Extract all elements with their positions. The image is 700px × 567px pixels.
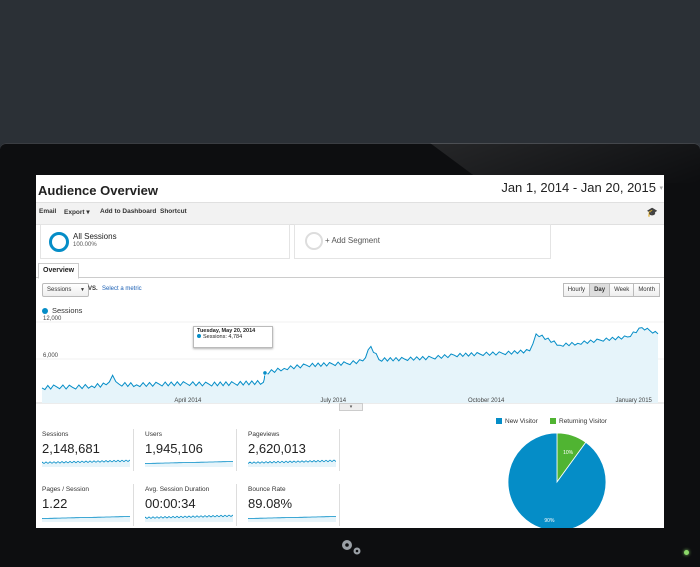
pie-legend-new: New Visitor: [496, 418, 538, 425]
shortcut-button[interactable]: Shortcut: [160, 208, 187, 215]
tab-bar: Overview: [36, 263, 664, 279]
metric-label: Users: [145, 431, 162, 438]
metric-label: Pageviews: [248, 431, 280, 438]
sparkline: [145, 461, 233, 467]
metric-value: 1,945,106: [145, 441, 203, 456]
hover-point: [262, 370, 268, 376]
sparkline-area: [145, 515, 233, 522]
period-month-button[interactable]: Month: [633, 283, 660, 297]
metric-label: Sessions: [42, 431, 69, 438]
legend-swatch: [496, 418, 502, 424]
metric-dropdown-value: Sessions: [47, 287, 72, 293]
empty-ring-icon: [305, 232, 323, 250]
add-segment-label: + Add Segment: [325, 236, 380, 245]
sparkline-area: [248, 516, 336, 522]
email-button[interactable]: Email: [39, 208, 57, 215]
metric-value: 00:00:34: [145, 496, 196, 511]
metric-value: 89.08%: [248, 496, 293, 511]
sparkline-line: [42, 516, 130, 519]
sparkline: [248, 459, 336, 467]
metric-tile-users[interactable]: Users 1,945,106: [143, 429, 237, 471]
metric-value: 2,620,013: [248, 441, 306, 456]
sessions-area: [42, 327, 658, 403]
sparkline: [42, 459, 130, 467]
metric-tile-avg-session-duration[interactable]: Avg. Session Duration 00:00:34: [143, 484, 237, 526]
period-toggle: Hourly Day Week Month: [562, 283, 660, 297]
segment-percent: 100.00%: [73, 242, 97, 248]
export-button[interactable]: Export ▾: [64, 209, 90, 216]
sessions-chart[interactable]: 12,000 6,000 April 2014 July 2014 October …: [36, 315, 664, 405]
select-metric-link[interactable]: Select a metric: [102, 286, 142, 292]
metric-label: Avg. Session Duration: [145, 486, 210, 493]
gear-icon: [342, 540, 361, 555]
chevron-down-icon: ▼: [80, 287, 85, 293]
add-to-dashboard-button[interactable]: Add to Dashboard: [100, 208, 157, 215]
date-range-picker[interactable]: Jan 1, 2014 - Jan 20, 2015: [501, 180, 656, 195]
tooltip-dot: [197, 334, 201, 338]
tooltip-value-row: Sessions: 4,784: [197, 334, 269, 340]
pie-slice-new-visitor: [507, 432, 607, 528]
sparkline-area: [145, 461, 233, 467]
metric-tile-pageviews[interactable]: Pageviews 2,620,013: [246, 429, 340, 471]
series-legend-dot: [42, 308, 48, 314]
period-hourly-button[interactable]: Hourly: [562, 283, 591, 297]
vs-label: VS.: [88, 286, 98, 292]
period-day-button[interactable]: Day: [589, 283, 611, 297]
sparkline-line: [248, 516, 336, 519]
sparkline-line: [248, 459, 336, 464]
add-segment-button[interactable]: + Add Segment: [294, 224, 551, 259]
sparkline-line: [145, 514, 233, 520]
report-toolbar: Email Export ▾ Add to Dashboard Shortcut…: [36, 202, 664, 225]
visitor-pie-chart[interactable]: 10% 90%: [502, 432, 612, 528]
page-title: Audience Overview: [38, 183, 158, 198]
legend-label: Returning Visitor: [559, 418, 607, 425]
tab-overview[interactable]: Overview: [38, 263, 80, 279]
metric-value: 2,148,681: [42, 441, 100, 456]
sparkline: [248, 516, 336, 522]
chart-tooltip: Tuesday, May 20, 2014 Sessions: 4,784: [193, 326, 273, 348]
x-tick-label: April 2014: [174, 398, 202, 404]
metric-label: Bounce Rate: [248, 486, 286, 493]
sparkline-area: [42, 460, 130, 467]
legend-label: New Visitor: [505, 418, 538, 425]
metric-tile-pages-per-session[interactable]: Pages / Session 1.22: [40, 484, 134, 526]
x-tick-label: October 2014: [468, 398, 505, 404]
sparkline-line: [42, 459, 130, 465]
segment-all-sessions[interactable]: All Sessions 100.00%: [40, 224, 290, 259]
period-week-button[interactable]: Week: [609, 283, 635, 297]
pie-slice-label: 10%: [563, 450, 574, 456]
metric-value: 1.22: [42, 496, 68, 511]
legend-swatch: [550, 418, 556, 424]
graduation-cap-icon[interactable]: 🎓: [646, 207, 658, 217]
pie-slice-label: 90%: [544, 518, 555, 524]
metric-dropdown[interactable]: Sessions ▼: [42, 283, 89, 297]
y-tick-6000: 6,000: [43, 353, 59, 359]
sessions-line: [41, 327, 659, 391]
x-tick-label: July 2014: [320, 398, 346, 404]
series-legend-label: Sessions: [52, 306, 83, 315]
expand-chart-handle[interactable]: ▾: [339, 403, 363, 411]
tooltip-value: Sessions: 4,784: [203, 334, 243, 340]
x-axis-ticks: April 2014 July 2014 October 2014 January 2…: [174, 398, 652, 404]
analytics-screen: Audience Overview Jan 1, 2014 - Jan 20, …: [36, 175, 664, 528]
sparkline-line: [145, 461, 233, 464]
power-led: [684, 550, 689, 555]
chevron-down-icon[interactable]: ▾: [659, 185, 663, 192]
tooltip-date: Tuesday, May 20, 2014: [197, 328, 256, 334]
x-tick-label: January 2015: [616, 398, 653, 404]
segment-name: All Sessions: [73, 232, 117, 241]
sparkline-area: [42, 516, 130, 522]
metric-label: Pages / Session: [42, 486, 89, 493]
sparkline: [145, 514, 233, 522]
metric-tile-sessions[interactable]: Sessions 2,148,681: [40, 429, 134, 471]
sparkline: [42, 516, 130, 522]
y-tick-12000: 12,000: [43, 316, 62, 322]
pie-legend-returning: Returning Visitor: [550, 418, 607, 425]
segment-ring-icon: [49, 232, 69, 252]
metric-tile-bounce-rate[interactable]: Bounce Rate 89.08%: [246, 484, 340, 526]
